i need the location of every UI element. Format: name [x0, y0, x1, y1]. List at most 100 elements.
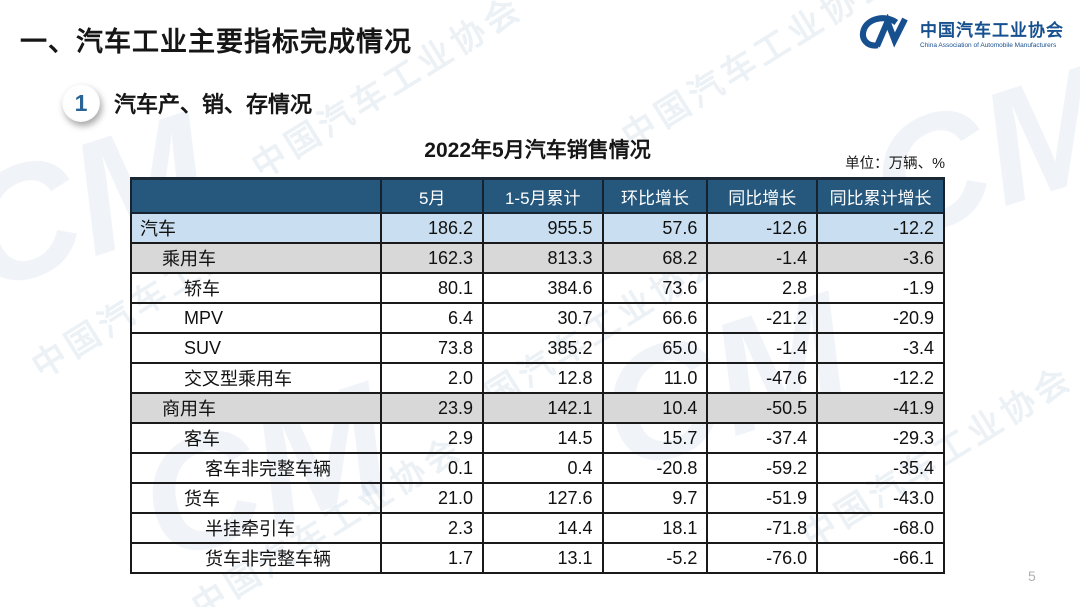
cell-value: 10.4 [601, 392, 709, 424]
cell-value: -20.8 [601, 452, 709, 484]
table-row: 轿车 80.1 384.6 73.6 2.8 -1.9 [129, 272, 945, 304]
cell-value: 162.3 [380, 242, 485, 274]
table-row: 商用车 23.9 142.1 10.4 -50.5 -41.9 [129, 392, 945, 424]
row-label: SUV [129, 332, 383, 364]
column-header: 同比累计增长 [816, 177, 945, 214]
table-header-row: 5月 1-5月累计 环比增长 同比增长 同比累计增长 [129, 177, 945, 214]
cell-value: 2.9 [380, 422, 485, 454]
row-label: MPV [129, 302, 383, 334]
cell-value: -21.2 [706, 302, 819, 334]
row-label: 半挂牵引车 [129, 512, 383, 544]
row-label: 货车 [129, 482, 383, 514]
cell-value: 13.1 [482, 542, 604, 574]
column-header-category [129, 177, 383, 214]
cell-value: -5.2 [601, 542, 709, 574]
cell-value: 9.7 [601, 482, 709, 514]
logo-name-english: China Association of Automobile Manufact… [920, 42, 1057, 50]
column-header: 同比增长 [706, 177, 819, 214]
cell-value: 2.8 [706, 272, 819, 304]
cell-value: 14.5 [482, 422, 604, 454]
table-row: 半挂牵引车 2.3 14.4 18.1 -71.8 -68.0 [129, 512, 945, 544]
cell-value: 15.7 [601, 422, 709, 454]
cell-value: -12.2 [816, 362, 945, 394]
page-title: 一、汽车工业主要指标完成情况 [20, 27, 412, 57]
cell-value: 65.0 [601, 332, 709, 364]
cell-value: 18.1 [601, 512, 709, 544]
cell-value: 12.8 [482, 362, 604, 394]
column-header: 1-5月累计 [482, 177, 604, 214]
cell-value: 142.1 [482, 392, 604, 424]
cell-value: -3.6 [816, 242, 945, 274]
table-row: 汽车 186.2 955.5 57.6 -12.6 -12.2 [129, 212, 945, 244]
cell-value: -35.4 [816, 452, 945, 484]
cell-value: 2.3 [380, 512, 485, 544]
subsection-title: 汽车产、销、存情况 [114, 92, 313, 117]
cell-value: 955.5 [482, 212, 604, 244]
cell-value: -47.6 [706, 362, 819, 394]
cell-value: 14.4 [482, 512, 604, 544]
table-row: 货车 21.0 127.6 9.7 -51.9 -43.0 [129, 482, 945, 514]
caam-logo-icon [856, 13, 912, 57]
row-label: 货车非完整车辆 [129, 542, 383, 574]
row-label: 轿车 [129, 272, 383, 304]
cell-value: 80.1 [380, 272, 485, 304]
logo-name-chinese: 中国汽车工业协会 [920, 20, 1064, 40]
cell-value: 23.9 [380, 392, 485, 424]
caam-logo: 中国汽车工业协会 China Association of Automobile… [856, 13, 1064, 57]
cell-value: -20.9 [816, 302, 945, 334]
cell-value: -1.9 [816, 272, 945, 304]
row-label: 交叉型乘用车 [129, 362, 383, 394]
cell-value: -1.4 [706, 332, 819, 364]
cell-value: 68.2 [601, 242, 709, 274]
cell-value: -12.2 [816, 212, 945, 244]
sales-table: 5月 1-5月累计 环比增长 同比增长 同比累计增长 汽车 186.2 955.5 57.6-… [129, 177, 945, 574]
row-label: 客车非完整车辆 [129, 452, 383, 484]
cell-value: 21.0 [380, 482, 485, 514]
table-row: MPV 6.4 30.7 66.6 -21.2 -20.9 [129, 302, 945, 334]
cell-value: 73.6 [601, 272, 709, 304]
subsection-heading: 1 汽车产、销、存情况 [62, 84, 312, 122]
cell-value: 385.2 [482, 332, 604, 364]
row-label: 汽车 [129, 212, 383, 244]
cell-value: 384.6 [482, 272, 604, 304]
cell-value: 1.7 [380, 542, 485, 574]
cell-value: -29.3 [816, 422, 945, 454]
cell-value: 186.2 [380, 212, 485, 244]
cell-value: -3.4 [816, 332, 945, 364]
cell-value: 66.6 [601, 302, 709, 334]
cell-value: -1.4 [706, 242, 819, 274]
cell-value: -43.0 [816, 482, 945, 514]
cell-value: -66.1 [816, 542, 945, 574]
cell-value: -76.0 [706, 542, 819, 574]
row-label: 商用车 [129, 392, 383, 424]
column-header: 环比增长 [601, 177, 709, 214]
table-row: SUV 73.8 385.2 65.0 -1.4 -3.4 [129, 332, 945, 364]
subsection-number-badge: 1 [62, 84, 100, 122]
table-title: 2022年5月汽车销售情况 [424, 139, 651, 162]
cell-value: -41.9 [816, 392, 945, 424]
cell-value: 11.0 [601, 362, 709, 394]
cell-value: 2.0 [380, 362, 485, 394]
cell-value: 6.4 [380, 302, 485, 334]
cell-value: -50.5 [706, 392, 819, 424]
cell-value: -59.2 [706, 452, 819, 484]
cell-value: 73.8 [380, 332, 485, 364]
cell-value: -71.8 [706, 512, 819, 544]
table-row: 客车 2.9 14.5 15.7 -37.4 -29.3 [129, 422, 945, 454]
cell-value: 57.6 [601, 212, 709, 244]
row-label: 客车 [129, 422, 383, 454]
cell-value: 0.1 [380, 452, 485, 484]
cell-value: 127.6 [482, 482, 604, 514]
table-row: 乘用车 162.3 813.3 68.2 -1.4 -3.6 [129, 242, 945, 274]
cell-value: -68.0 [816, 512, 945, 544]
cell-value: 30.7 [482, 302, 604, 334]
table-row: 交叉型乘用车 2.0 12.8 11.0 -47.6 -12.2 [129, 362, 945, 394]
table-row: 客车非完整车辆 0.1 0.4 -20.8 -59.2 -35.4 [129, 452, 945, 484]
cell-value: -12.6 [706, 212, 819, 244]
cell-value: 813.3 [482, 242, 604, 274]
table-row: 货车非完整车辆 1.7 13.1 -5.2 -76.0 -66.1 [129, 542, 945, 574]
row-label: 乘用车 [129, 242, 383, 274]
unit-label: 单位：万辆、% [845, 156, 945, 172]
cell-value: 0.4 [482, 452, 604, 484]
